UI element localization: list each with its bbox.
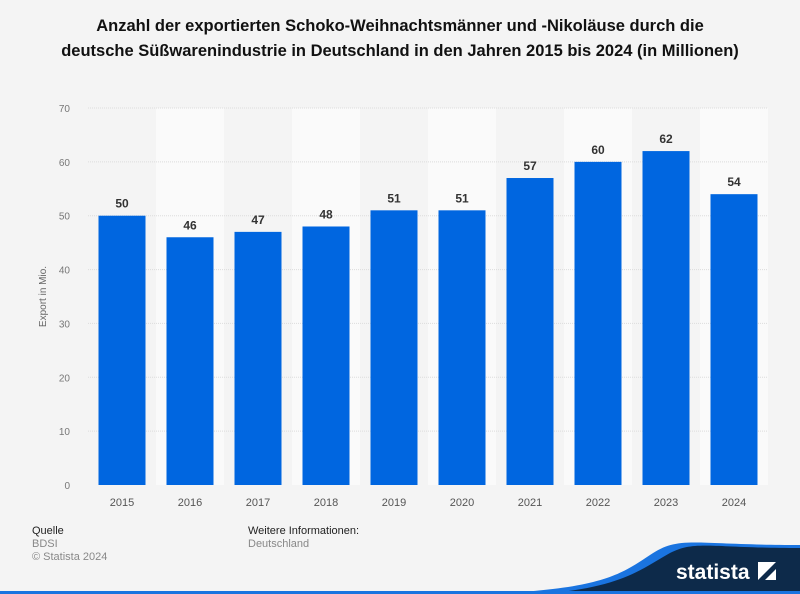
data-label: 51 [455, 191, 469, 205]
bar-2022 [574, 161, 622, 485]
x-tick-label: 2016 [178, 497, 202, 509]
y-tick-label: 20 [59, 373, 71, 384]
data-label: 46 [183, 218, 197, 232]
data-label: 54 [727, 175, 741, 189]
info-heading[interactable]: Weitere Informationen: [248, 525, 360, 537]
bar-2024 [710, 194, 758, 485]
x-tick-label: 2024 [722, 497, 746, 509]
data-label: 50 [115, 197, 129, 211]
data-label: 60 [591, 143, 605, 157]
y-tick-label: 60 [59, 158, 71, 169]
data-label: 51 [387, 191, 401, 205]
x-tick-label: 2015 [110, 497, 134, 509]
bar-2020 [438, 210, 486, 486]
logo-text: statista [676, 561, 750, 584]
y-tick-label: 70 [59, 104, 71, 115]
source-heading: Quelle [32, 525, 64, 537]
chart-title: Anzahl der exportierten Schoko-Weihnacht… [61, 17, 739, 60]
data-label: 62 [659, 132, 673, 146]
x-tick-label: 2018 [314, 497, 338, 509]
y-tick-label: 50 [59, 212, 71, 223]
statista-logo-icon [758, 562, 776, 580]
bar-2021 [506, 178, 554, 485]
x-tick-label: 2017 [246, 497, 270, 509]
y-tick-label: 0 [64, 481, 70, 492]
info-value: Deutschland [248, 538, 310, 550]
x-tick-label: 2021 [518, 497, 542, 509]
data-label: 48 [319, 207, 333, 221]
bar-2015 [98, 215, 146, 485]
y-tick-label: 10 [59, 427, 71, 438]
bar-2018 [302, 226, 350, 485]
data-label: 57 [523, 159, 537, 173]
bar-2019 [370, 210, 418, 486]
bar-2023 [642, 151, 690, 486]
y-axis-label: Export in Mio. [38, 266, 49, 327]
bar-2017 [234, 231, 282, 485]
x-tick-label: 2020 [450, 497, 474, 509]
x-tick-label: 2023 [654, 497, 678, 509]
x-tick-label: 2022 [586, 497, 610, 509]
x-tick-label: 2019 [382, 497, 406, 509]
source-value: BDSI [32, 538, 58, 550]
data-label: 47 [251, 213, 265, 227]
y-tick-label: 40 [59, 266, 71, 277]
copyright: © Statista 2024 [32, 551, 108, 563]
bar-2016 [166, 237, 214, 485]
y-tick-label: 30 [59, 319, 71, 330]
